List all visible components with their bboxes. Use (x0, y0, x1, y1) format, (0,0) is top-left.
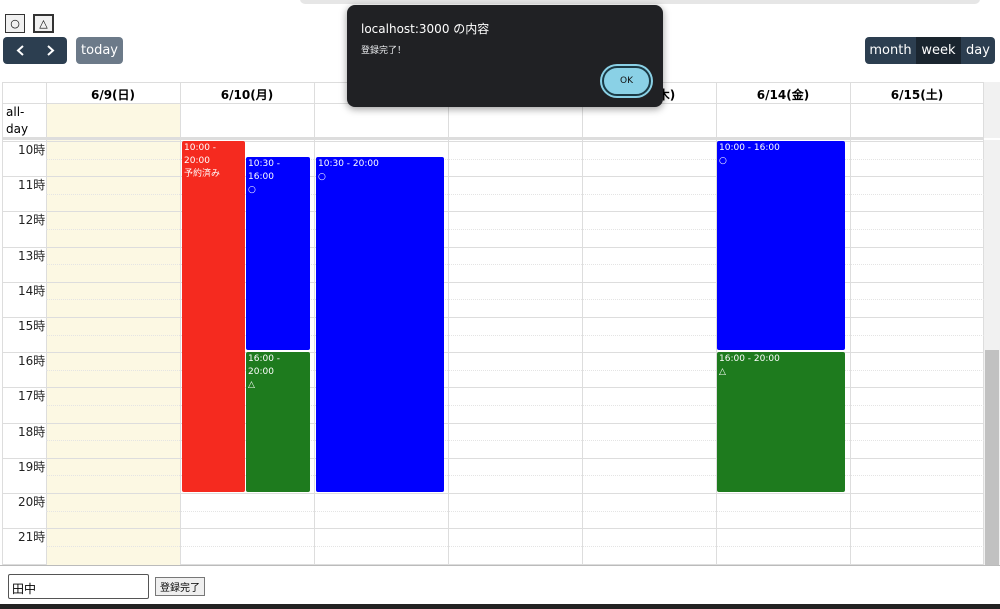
hour-line (2, 493, 984, 494)
submit-button[interactable]: 登録完了 (155, 577, 205, 596)
scrollbar-thumb[interactable] (985, 350, 999, 565)
half-hour-line (46, 510, 984, 512)
hour-label: 10時 (18, 143, 46, 157)
hour-line (2, 528, 984, 530)
event-title: △ (248, 380, 255, 390)
prev-icon[interactable] (16, 45, 24, 56)
footer: 田中 登録完了 (0, 565, 1000, 609)
ok-button[interactable]: OK (602, 66, 651, 96)
hour-label: 13時 (18, 248, 46, 263)
event[interactable]: 16:00 - 20:00 △ (717, 352, 845, 492)
hour-line (2, 457, 984, 459)
hour-label: 11時 (18, 178, 46, 193)
today-button[interactable]: today (76, 37, 123, 64)
event-title: 予約済み (184, 169, 221, 179)
hour-label: 12時 (18, 213, 46, 228)
half-hour-line (46, 405, 984, 406)
hour-line (2, 141, 984, 142)
column-line (448, 82, 449, 565)
event[interactable]: 10:30 - 16:00 ○ (246, 157, 310, 350)
event-time: 16:00 - 20:00 (719, 354, 780, 364)
event[interactable]: 16:00 - 20:00 △ (246, 352, 310, 492)
hour-line (2, 281, 984, 283)
half-hour-line (46, 229, 984, 230)
column-line (46, 82, 47, 565)
dialog-title: localhost:3000 の内容 (361, 22, 490, 36)
half-hour-line (46, 440, 984, 442)
event[interactable]: 10:00 - 20:00 予約済み (182, 141, 245, 492)
half-hour-line (46, 299, 984, 301)
next-icon[interactable] (47, 45, 55, 56)
hour-label: 18時 (18, 424, 46, 439)
hour-line (2, 176, 984, 178)
event-title: ○ (318, 172, 326, 182)
event-title: ○ (719, 156, 727, 166)
triangle-button[interactable]: △ (33, 14, 54, 33)
nav-icons[interactable] (3, 37, 67, 64)
hour-line (2, 387, 984, 389)
hour-label: 16時 (18, 354, 46, 369)
half-hour-line (46, 475, 984, 477)
column-line (314, 82, 315, 565)
month-button[interactable]: month (865, 37, 916, 64)
hour-label: 19時 (18, 459, 46, 474)
event-time: 16:00 - 20:00 (248, 354, 281, 377)
column-line (582, 82, 583, 565)
time-grid: 10時 11時 12時 13時 14時 15時 16時 17時 18時 19時 20時 21時 (2, 82, 984, 565)
alert-dialog: localhost:3000 の内容 登録完了！ OK (347, 5, 663, 107)
day-button[interactable]: day (961, 37, 995, 64)
all-day-label: all-day (6, 105, 29, 136)
half-hour-line (46, 334, 984, 336)
hour-label: 20時 (18, 495, 46, 509)
half-hour-line (46, 264, 984, 266)
header-scrollbar (984, 82, 1000, 138)
column-line (850, 82, 851, 565)
event-time: 10:00 - 20:00 (184, 143, 217, 166)
hour-line (2, 317, 984, 318)
browser-bar (300, 0, 980, 4)
event-time: 10:30 - 16:00 (248, 159, 281, 182)
hour-label: 15時 (18, 319, 46, 333)
event-title: △ (719, 367, 726, 377)
nav-group (3, 37, 67, 64)
column-line (716, 82, 717, 565)
day-header: 6/14(金) (756, 88, 810, 102)
event-time: 10:30 - 20:00 (318, 159, 379, 169)
hour-line (2, 246, 984, 248)
event-time: 10:00 - 16:00 (719, 143, 780, 153)
day-header: 6/10(月) (220, 88, 274, 102)
circle-button[interactable]: ○ (5, 14, 25, 33)
half-hour-line (46, 369, 984, 371)
dialog-message: 登録完了！ (361, 46, 407, 56)
hour-label: 14時 (18, 283, 46, 298)
hour-line (2, 422, 984, 424)
event[interactable]: 10:30 - 20:00 ○ (316, 157, 444, 492)
day-header: 6/15(土) (890, 88, 944, 102)
half-hour-line (46, 158, 984, 160)
allday-divider (2, 137, 984, 140)
hour-label: 21時 (18, 530, 46, 545)
day-header: 6/9(日) (90, 88, 136, 102)
event[interactable]: 10:00 - 16:00 ○ (717, 141, 845, 350)
event-title: ○ (248, 185, 256, 195)
today-column (46, 103, 180, 565)
name-input[interactable]: 田中 (8, 574, 149, 599)
hour-label: 17時 (18, 389, 46, 404)
week-button[interactable]: week (916, 37, 961, 64)
column-line (180, 82, 181, 565)
taskbar-edge (0, 604, 1000, 609)
hour-line (2, 352, 984, 354)
half-hour-line (46, 545, 984, 547)
hour-line (2, 211, 984, 213)
half-hour-line (46, 193, 984, 195)
